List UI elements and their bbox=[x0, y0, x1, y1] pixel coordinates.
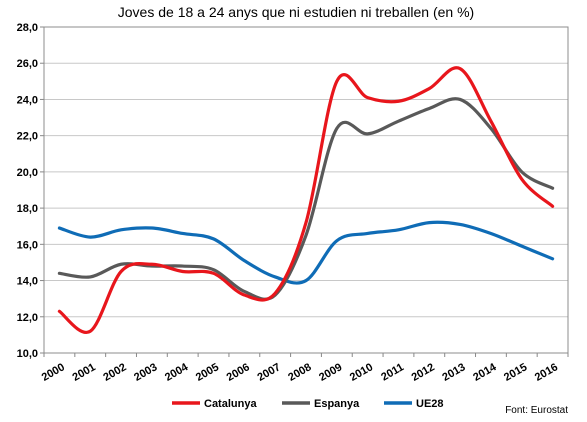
series-line-catalunya bbox=[57, 66, 555, 335]
y-tick-label: 18,0 bbox=[17, 203, 38, 215]
x-tick-label: 2003 bbox=[132, 361, 159, 384]
x-tick-label: 2008 bbox=[286, 361, 313, 384]
x-tick-label: 2013 bbox=[440, 361, 467, 384]
y-tick-label: 26,0 bbox=[17, 58, 38, 70]
x-tick-label: 2006 bbox=[225, 361, 252, 384]
x-tick-label: 2012 bbox=[410, 361, 437, 384]
series-line-espanya bbox=[57, 97, 555, 301]
y-tick-label: 12,0 bbox=[17, 312, 38, 324]
x-tick-label: 2001 bbox=[71, 361, 98, 384]
y-tick-label: 16,0 bbox=[17, 239, 38, 251]
legend-label-espanya: Espanya bbox=[314, 398, 360, 410]
series-lines bbox=[57, 66, 555, 335]
x-tick-label: 2016 bbox=[533, 361, 560, 384]
chart-title: Joves de 18 a 24 anys que ni estudien ni… bbox=[118, 4, 474, 20]
y-tick-label: 24,0 bbox=[17, 94, 38, 106]
x-tick-label: 2004 bbox=[163, 361, 191, 384]
y-tick-label: 10,0 bbox=[17, 348, 38, 360]
y-tick-label: 22,0 bbox=[17, 131, 38, 143]
x-tick-label: 2014 bbox=[471, 361, 499, 384]
x-tick-label: 2000 bbox=[40, 361, 67, 384]
x-tick-label: 2010 bbox=[348, 361, 375, 384]
grid-lines bbox=[44, 26, 568, 354]
x-tick-label: 2005 bbox=[194, 361, 221, 384]
x-tick-label: 2015 bbox=[502, 361, 529, 384]
legend: Catalunya Espanya UE28 bbox=[172, 398, 444, 410]
source-note: Font: Eurostat bbox=[505, 405, 568, 416]
x-tick-label: 2002 bbox=[101, 361, 128, 384]
axes: 10,0 12,0 14,0 16,0 18,0 20,0 22,0 24,0 26,0 28,0… bbox=[17, 22, 569, 384]
x-tick-label: 2011 bbox=[379, 361, 406, 383]
legend-label-ue28: UE28 bbox=[416, 398, 444, 410]
y-tick-label: 14,0 bbox=[17, 276, 38, 288]
plot-area-border bbox=[43, 26, 569, 354]
series-line-ue28 bbox=[57, 220, 555, 285]
y-tick-label: 28,0 bbox=[17, 22, 38, 34]
legend-label-catalunya: Catalunya bbox=[204, 398, 257, 410]
x-tick-label: 2007 bbox=[255, 361, 282, 384]
x-tick-label: 2009 bbox=[317, 361, 344, 384]
y-tick-label: 20,0 bbox=[17, 167, 38, 179]
